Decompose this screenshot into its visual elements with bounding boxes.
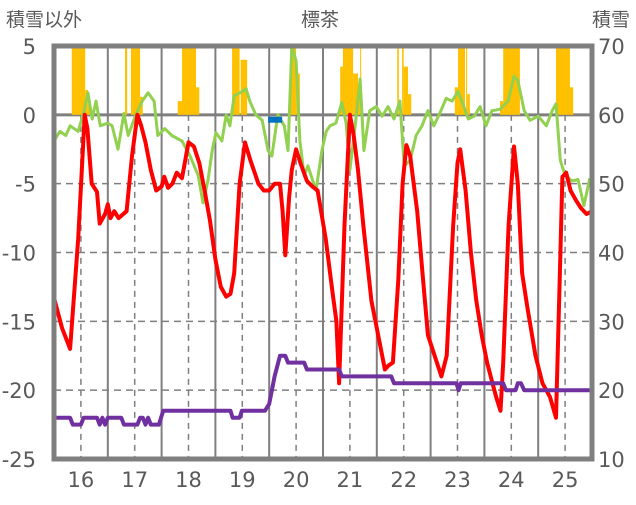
snowfall-bar xyxy=(290,46,297,115)
temperature-line xyxy=(52,112,593,420)
y-right-tick-label: 50 xyxy=(598,173,625,197)
x-tick-label: 17 xyxy=(121,468,148,492)
x-tick-label: 19 xyxy=(229,468,256,492)
snowfall-bar xyxy=(353,73,358,115)
snowfall-bar xyxy=(177,101,183,115)
y-left-tick-label: -5 xyxy=(15,173,36,197)
y-right-tick-label: 30 xyxy=(598,310,625,334)
snowfall-bar xyxy=(342,46,354,115)
snowfall-bar xyxy=(467,94,470,115)
left-axis-title: 積雪以外 xyxy=(6,9,82,31)
snowfall-bar xyxy=(87,103,91,115)
snowfall-bar xyxy=(357,94,361,115)
x-tick-label: 22 xyxy=(390,468,417,492)
snowfall-bar xyxy=(71,46,86,115)
snowfall-bar xyxy=(130,46,141,115)
snowfall-bar xyxy=(458,46,466,115)
snowfall-bar xyxy=(402,46,404,115)
snowfall-bar xyxy=(454,87,459,115)
x-tick-label: 18 xyxy=(175,468,202,492)
chart-title: 標茶 xyxy=(301,9,339,31)
snow-depth-line xyxy=(54,353,592,427)
y-right-tick-label: 10 xyxy=(598,448,625,472)
x-tick-label: 16 xyxy=(68,468,95,492)
y-left-tick-label: 0 xyxy=(23,104,36,128)
y-right-tick-label: 60 xyxy=(598,104,625,128)
series-lines xyxy=(52,44,593,427)
y-left-tick-label: 5 xyxy=(23,35,36,59)
snowfall-bar xyxy=(125,46,128,115)
y-right-tick-label: 40 xyxy=(598,242,625,266)
y-left-tick-label: -10 xyxy=(2,242,36,266)
snowfall-bar xyxy=(555,46,570,115)
x-tick-label: 25 xyxy=(552,468,579,492)
y-right-tick-label: 20 xyxy=(598,379,625,403)
snowfall-bar xyxy=(569,87,574,115)
y-left-tick-label: -20 xyxy=(2,379,36,403)
snowfall-bar xyxy=(403,66,409,115)
right-axis-title: 積雪 xyxy=(592,9,630,31)
snowfall-bar xyxy=(240,59,248,115)
snowfall-bar xyxy=(340,66,343,115)
snowfall-bar xyxy=(466,46,468,115)
x-tick-label: 21 xyxy=(337,468,364,492)
x-tick-label: 24 xyxy=(498,468,525,492)
snowfall-bar xyxy=(232,46,240,115)
snowfall-bar xyxy=(408,94,412,115)
snowfall-bar xyxy=(397,46,399,115)
snowfall-bar xyxy=(182,46,197,115)
y-left-tick-label: -15 xyxy=(2,310,36,334)
x-tick-label: 23 xyxy=(444,468,471,492)
y-left-tick-label: -25 xyxy=(2,448,36,472)
y-right-tick-label: 70 xyxy=(598,35,625,59)
x-tick-label: 20 xyxy=(283,468,310,492)
snowfall-bar xyxy=(196,87,200,115)
plot-frame xyxy=(51,43,595,462)
